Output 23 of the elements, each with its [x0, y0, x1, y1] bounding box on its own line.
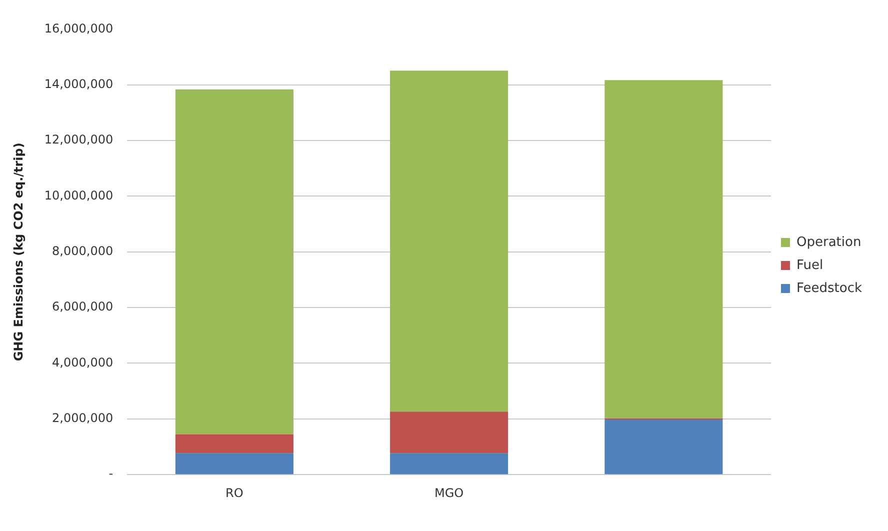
y-tick-label: 8,000,000	[52, 244, 114, 258]
y-tick-label: 10,000,000	[44, 188, 114, 202]
y-tick-label: 2,000,000	[52, 411, 114, 426]
y-tick-label: 6,000,000	[52, 300, 114, 314]
bar	[175, 434, 294, 454]
y-tick-label: 12,000,000	[44, 132, 114, 147]
legend-label: Feedstock	[796, 280, 862, 296]
y-tick-label: 14,000,000	[44, 77, 114, 91]
bar	[390, 70, 508, 412]
y-tick-label: 16,000,000	[44, 21, 114, 36]
bar	[604, 419, 723, 474]
bar	[390, 412, 508, 454]
bar	[604, 80, 723, 418]
bar	[390, 453, 508, 474]
x-tick-label: MGO	[434, 486, 464, 500]
bar	[175, 89, 294, 434]
y-tick-label: 4,000,000	[52, 355, 114, 370]
legend-label: Fuel	[796, 258, 824, 273]
x-tick-label: RO	[226, 486, 244, 500]
y-axis-title: GHG Emissions (kg CO2 eq./trip)	[11, 142, 26, 362]
y-tick-label: -	[108, 466, 114, 481]
legend-label: Operation	[796, 234, 862, 250]
bar	[175, 453, 294, 474]
